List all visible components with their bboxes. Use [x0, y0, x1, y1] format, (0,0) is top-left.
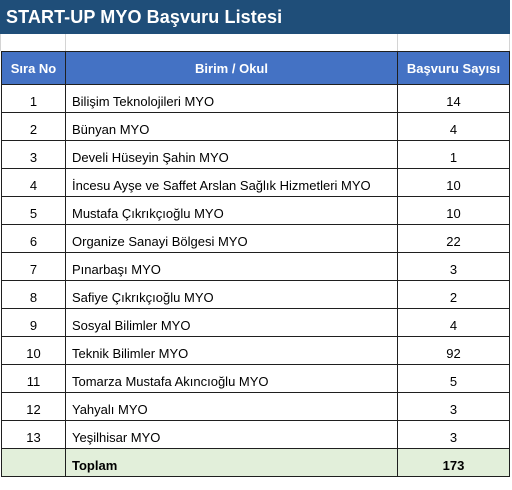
application-count: 3 — [397, 392, 510, 421]
total-count: 173 — [397, 448, 510, 477]
table-row: 6 Organize Sanayi Bölgesi MYO 22 — [1, 224, 510, 253]
row-number: 6 — [1, 224, 66, 253]
column-header-unit: Birim / Okul — [65, 51, 398, 85]
application-count: 10 — [397, 168, 510, 197]
table-row: 11 Tomarza Mustafa Akıncıoğlu MYO 5 — [1, 364, 510, 393]
application-count: 14 — [397, 84, 510, 113]
unit-name: Organize Sanayi Bölgesi MYO — [65, 224, 398, 253]
row-number: 2 — [1, 112, 66, 141]
table-row: 4 İncesu Ayşe ve Saffet Arslan Sağlık Hi… — [1, 168, 510, 197]
row-number: 12 — [1, 392, 66, 421]
application-count: 92 — [397, 336, 510, 365]
unit-name: Bilişim Teknolojileri MYO — [65, 84, 398, 113]
application-count: 3 — [397, 420, 510, 449]
row-number: 13 — [1, 420, 66, 449]
application-count: 5 — [397, 364, 510, 393]
row-number: 4 — [1, 168, 66, 197]
table-row: 1 Bilişim Teknolojileri MYO 14 — [1, 84, 510, 113]
table-row: 8 Safiye Çıkrıkçıoğlu MYO 2 — [1, 280, 510, 309]
column-header-no: Sıra No — [1, 51, 66, 85]
row-number: 8 — [1, 280, 66, 309]
unit-name: Yahyalı MYO — [65, 392, 398, 421]
unit-name: Mustafa Çıkrıkçıoğlu MYO — [65, 196, 398, 225]
application-count: 10 — [397, 196, 510, 225]
row-number: 11 — [1, 364, 66, 393]
application-count: 2 — [397, 280, 510, 309]
column-header-count: Başvuru Sayısı — [397, 51, 510, 85]
application-count: 1 — [397, 140, 510, 169]
unit-name: Sosyal Bilimler MYO — [65, 308, 398, 337]
row-number: 9 — [1, 308, 66, 337]
application-count: 3 — [397, 252, 510, 281]
table-row: 12 Yahyalı MYO 3 — [1, 392, 510, 421]
unit-name: Pınarbaşı MYO — [65, 252, 398, 281]
sheet-title: START-UP MYO Başvuru Listesi — [0, 0, 510, 34]
unit-name: Tomarza Mustafa Akıncıoğlu MYO — [65, 364, 398, 393]
unit-name: Yeşilhisar MYO — [65, 420, 398, 449]
unit-name: Develi Hüseyin Şahin MYO — [65, 140, 398, 169]
unit-name: Teknik Bilimler MYO — [65, 336, 398, 365]
total-label: Toplam — [65, 448, 398, 477]
total-row: Toplam 173 — [1, 448, 510, 477]
application-count: 22 — [397, 224, 510, 253]
unit-name: Bünyan MYO — [65, 112, 398, 141]
empty-row — [0, 34, 510, 51]
table-row: 7 Pınarbaşı MYO 3 — [1, 252, 510, 281]
table-row: 13 Yeşilhisar MYO 3 — [1, 420, 510, 449]
application-table: Sıra No Birim / Okul Başvuru Sayısı 1 Bi… — [1, 51, 510, 477]
table-row: 3 Develi Hüseyin Şahin MYO 1 — [1, 140, 510, 169]
header-row: Sıra No Birim / Okul Başvuru Sayısı — [1, 51, 510, 85]
unit-name: Safiye Çıkrıkçıoğlu MYO — [65, 280, 398, 309]
row-number: 5 — [1, 196, 66, 225]
row-number: 10 — [1, 336, 66, 365]
row-number: 1 — [1, 84, 66, 113]
table-row: 5 Mustafa Çıkrıkçıoğlu MYO 10 — [1, 196, 510, 225]
total-empty-cell — [1, 448, 66, 477]
unit-name: İncesu Ayşe ve Saffet Arslan Sağlık Hizm… — [65, 168, 398, 197]
row-number: 7 — [1, 252, 66, 281]
row-number: 3 — [1, 140, 66, 169]
table-row: 9 Sosyal Bilimler MYO 4 — [1, 308, 510, 337]
table-row: 10 Teknik Bilimler MYO 92 — [1, 336, 510, 365]
table-row: 2 Bünyan MYO 4 — [1, 112, 510, 141]
application-count: 4 — [397, 308, 510, 337]
application-count: 4 — [397, 112, 510, 141]
